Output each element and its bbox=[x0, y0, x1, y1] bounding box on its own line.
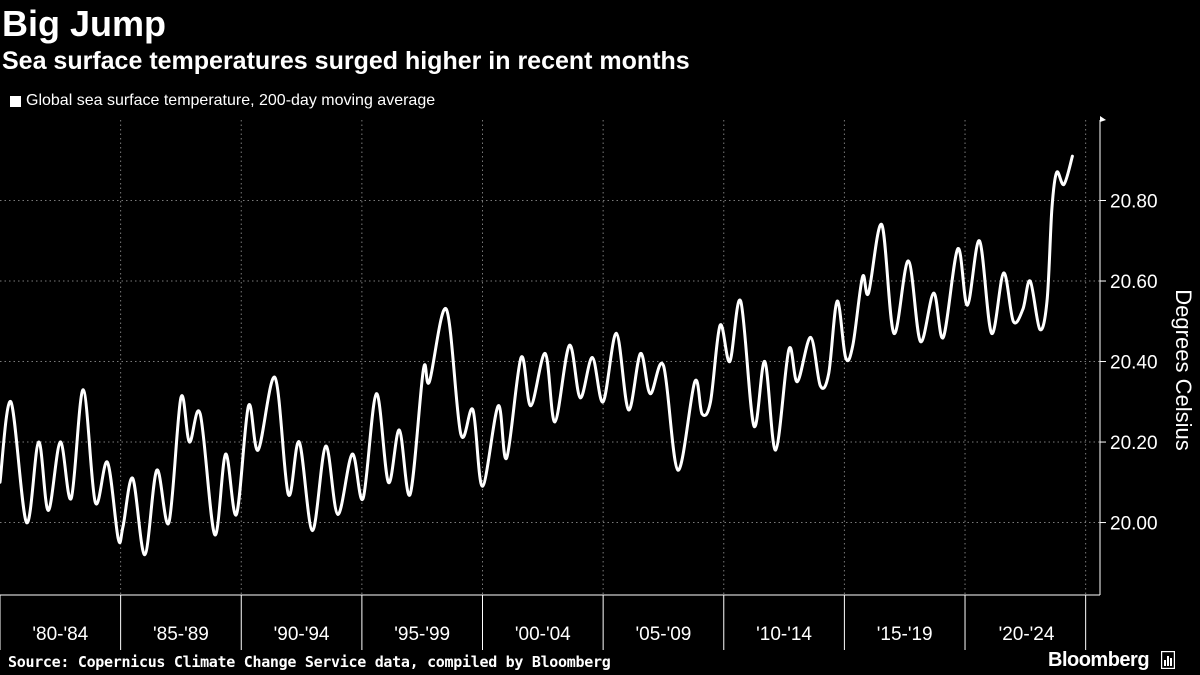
series-layer bbox=[0, 154, 1074, 557]
y-tick-label: 20.00 bbox=[1110, 514, 1158, 535]
source-note: Source: Copernicus Climate Change Servic… bbox=[8, 653, 611, 671]
y-tick-label: 20.20 bbox=[1110, 433, 1158, 454]
legend-swatch bbox=[10, 95, 21, 107]
x-tick-label: '85-'89 bbox=[153, 624, 209, 645]
x-tick-label: '90-'94 bbox=[274, 624, 330, 645]
legend-label: Global sea surface temperature, 200-day … bbox=[26, 92, 436, 109]
x-tick-label: '80-'84 bbox=[32, 624, 88, 645]
y-tick-label: 20.60 bbox=[1110, 272, 1158, 293]
y-tick-label: 20.80 bbox=[1110, 192, 1158, 213]
brand-logo: Bloomberg bbox=[1048, 649, 1150, 671]
y-axis-label: Degrees Celsius bbox=[1171, 289, 1196, 450]
brand: Bloomberg bbox=[1048, 648, 1176, 672]
y-tick-label: 20.40 bbox=[1110, 353, 1158, 374]
series-line bbox=[0, 154, 1074, 557]
x-tick-label: '15-'19 bbox=[877, 624, 933, 645]
terminal-icon bbox=[1161, 651, 1176, 669]
x-tick-label: '95-'99 bbox=[394, 624, 450, 645]
grid bbox=[0, 120, 1100, 595]
chart-title: Big Jump bbox=[2, 3, 167, 44]
x-tick-label: '10-'14 bbox=[756, 624, 812, 645]
x-tick-label: '05-'09 bbox=[636, 624, 692, 645]
axes: 20.00 20.20 20.40 20.60 20.80 '80-'84 '85-'89 '… bbox=[0, 116, 1158, 650]
chart-subtitle: Sea surface temperatures surged higher i… bbox=[2, 47, 690, 75]
legend: Global sea surface temperature, 200-day … bbox=[10, 90, 435, 112]
x-tick-label: '20-'24 bbox=[999, 624, 1055, 645]
y-axis-arrow bbox=[1100, 116, 1106, 122]
x-tick-label: '00-'04 bbox=[515, 624, 571, 645]
